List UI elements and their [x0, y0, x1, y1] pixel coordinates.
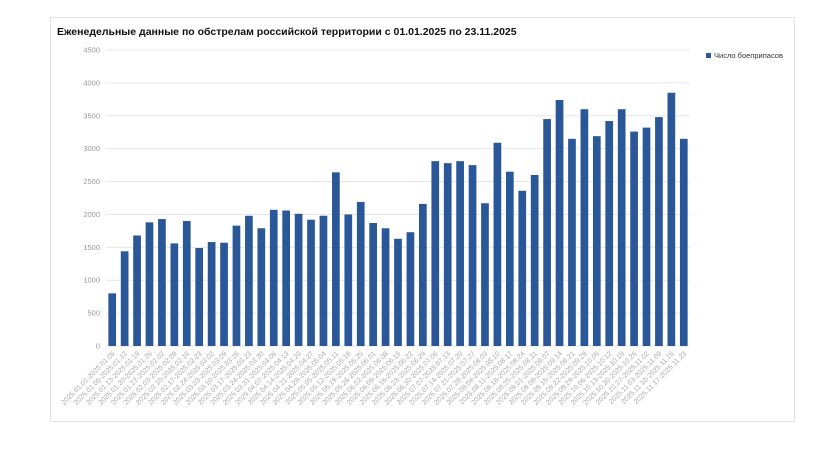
bar	[530, 174, 539, 346]
bar	[518, 190, 527, 346]
bar	[605, 121, 614, 346]
bar	[220, 242, 228, 346]
legend-swatch	[706, 53, 711, 58]
bar	[394, 238, 402, 346]
bar	[282, 210, 291, 346]
bar	[133, 235, 141, 346]
y-tick-label: 4000	[83, 78, 100, 87]
y-tick-label: 2000	[83, 210, 100, 219]
bar	[145, 222, 154, 346]
bar	[555, 99, 564, 346]
bar	[592, 136, 601, 346]
bar	[667, 92, 676, 346]
bar	[568, 138, 576, 346]
bar	[182, 221, 191, 346]
bar	[232, 225, 241, 346]
bar	[431, 161, 440, 346]
bar	[170, 243, 179, 346]
bar	[195, 247, 204, 346]
bar	[319, 215, 328, 346]
bar	[456, 161, 464, 346]
bar	[344, 214, 353, 346]
chart-title: Еженедельные данные по обстрелам российс…	[57, 26, 517, 38]
bar	[294, 213, 303, 346]
bar	[108, 293, 117, 346]
bar	[158, 219, 166, 346]
bar	[269, 209, 278, 346]
bar	[369, 222, 378, 346]
y-tick-label: 3000	[83, 144, 100, 153]
y-tick-label: 500	[87, 309, 100, 318]
bar	[443, 163, 452, 346]
bar	[207, 242, 216, 346]
bar	[642, 127, 651, 347]
bar	[543, 119, 551, 346]
bar	[617, 109, 626, 346]
bar	[406, 232, 415, 346]
bar	[418, 203, 427, 346]
bar	[655, 117, 663, 347]
y-tick-label: 1500	[83, 243, 100, 252]
legend-label: Число боеприпасов	[714, 51, 783, 60]
bar	[332, 172, 340, 346]
bar	[468, 165, 477, 346]
y-tick-label: 4500	[83, 46, 100, 55]
bar	[307, 219, 315, 346]
bar	[257, 228, 266, 346]
bar	[505, 171, 514, 346]
legend: Число боеприпасов	[706, 51, 783, 60]
y-tick-label: 2500	[83, 177, 100, 186]
bar	[679, 138, 688, 346]
bar	[120, 251, 129, 346]
y-tick-label: 1000	[83, 276, 100, 285]
bar	[481, 203, 489, 346]
y-tick-label: 3500	[83, 111, 100, 120]
bar	[580, 109, 589, 346]
bar	[381, 228, 390, 346]
y-tick-label: 0	[96, 342, 100, 351]
bar	[493, 142, 502, 346]
bar	[356, 201, 365, 346]
bar	[630, 131, 638, 346]
bar	[245, 215, 253, 346]
